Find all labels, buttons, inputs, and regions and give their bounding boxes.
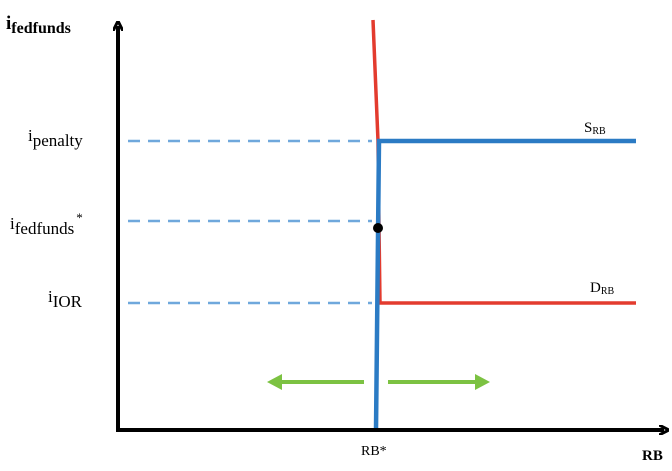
demand-label-sub: RB	[600, 286, 615, 297]
ior-rate-main: i	[48, 287, 53, 306]
demand-curve-label: DRB	[590, 281, 614, 297]
shift-right-arrow-head	[475, 374, 490, 390]
fedfunds-rate-sub: fedfunds	[14, 219, 75, 238]
penalty-rate-sub: penalty	[32, 131, 83, 150]
y-axis-label-main: i	[6, 13, 12, 34]
fedfunds-rate-main: i	[10, 214, 15, 233]
ior-rate-sub: IOR	[52, 292, 83, 311]
fedfunds-rate-label: ifedfunds*	[10, 211, 83, 237]
y-axis-label: ifedfunds	[6, 14, 71, 37]
supply-label-sub: RB	[592, 126, 606, 137]
penalty-rate-label: ipenalty	[28, 127, 83, 149]
x-axis-label: RB	[642, 448, 663, 464]
y-axis-label-sub: fedfunds	[11, 20, 71, 37]
shift-left-arrow-head	[267, 374, 282, 390]
penalty-rate-main: i	[28, 126, 33, 145]
equilibrium-quantity-label: RB*	[361, 444, 387, 459]
demand-label-main: D	[590, 280, 601, 296]
supply-label-main: S	[584, 120, 593, 136]
ior-rate-label: iIOR	[48, 288, 82, 310]
fedfunds-rate-mark: *	[76, 210, 83, 225]
equilibrium-point	[373, 223, 383, 233]
demand-curve	[371, 19, 636, 305]
supply-curve-label: SRB	[584, 121, 606, 137]
supply-curve	[373, 138, 636, 431]
reserve-shift-arrows	[267, 374, 490, 390]
